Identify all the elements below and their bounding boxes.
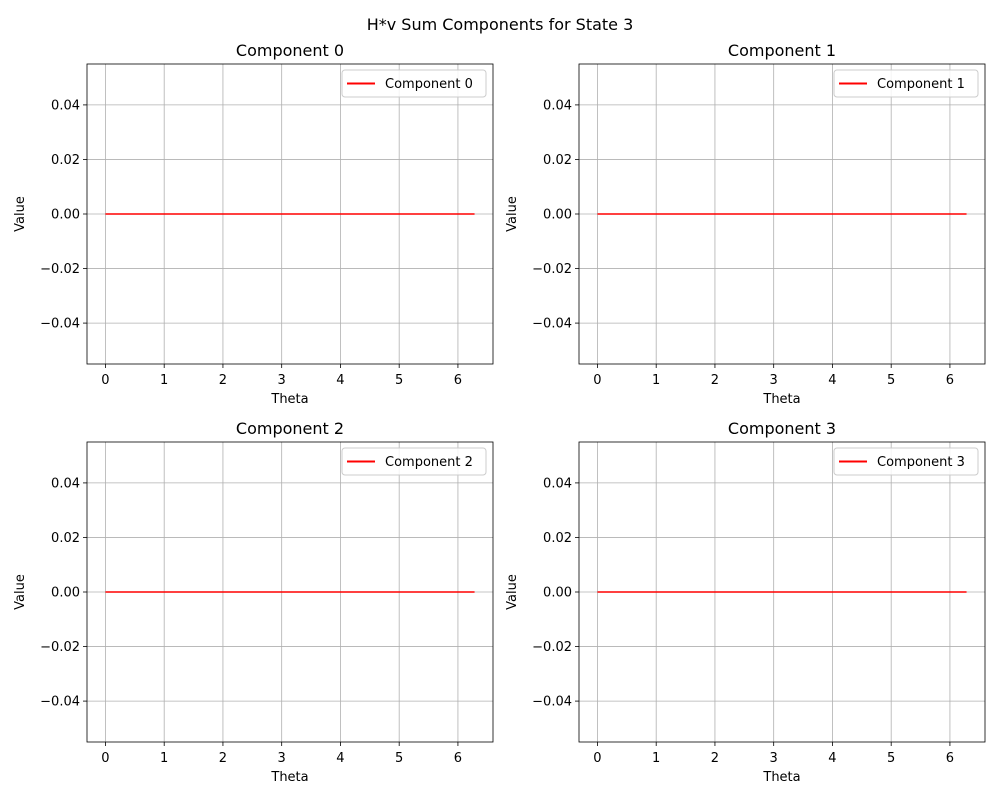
y-tick-label: 0.00 (51, 586, 80, 601)
x-tick-label: 1 (160, 373, 168, 388)
y-tick-label: −0.02 (40, 262, 80, 277)
legend-label: Component 1 (877, 77, 965, 92)
x-axis-label: Theta (270, 770, 308, 785)
y-tick-label: −0.04 (532, 317, 572, 332)
y-tick-label: 0.02 (543, 153, 572, 168)
subplot-title: Component 1 (728, 41, 836, 60)
y-tick-label: 0.02 (543, 531, 572, 546)
legend-box (833, 69, 979, 98)
x-tick-label: 2 (711, 751, 719, 766)
legend-box (341, 447, 487, 476)
y-axis-label: Value (13, 196, 28, 232)
subplot-1: 0 1 2 3 4 5 6 −0.04 −0.02 0.00 0.02 0.04 Component 1… (505, 41, 986, 407)
x-tick-label: 4 (336, 751, 344, 766)
x-axis-label: Theta (762, 770, 800, 785)
x-axis-label: Theta (270, 392, 308, 407)
x-tick-label: 1 (652, 751, 660, 766)
x-tick-label: 4 (336, 373, 344, 388)
legend: Component 1 (833, 69, 979, 98)
y-tick-label: 0.00 (543, 208, 572, 223)
x-tick-label: 5 (395, 373, 403, 388)
y-axis-label: Value (13, 574, 28, 610)
x-tick-label: 3 (770, 751, 778, 766)
x-tick-label: 5 (887, 373, 895, 388)
x-tick-label: 6 (454, 373, 462, 388)
x-tick-label: 2 (219, 373, 227, 388)
x-axis-label: Theta (762, 392, 800, 407)
y-tick-label: −0.04 (532, 695, 572, 710)
x-tick-label: 5 (887, 751, 895, 766)
subplot-2: 0 1 2 3 4 5 6 −0.04 −0.02 0.00 0.02 0.04 Component 2… (13, 419, 494, 785)
y-tick-label: 0.02 (51, 531, 80, 546)
legend-label: Component 3 (877, 455, 965, 470)
y-tick-label: 0.04 (543, 476, 572, 491)
x-tick-label: 4 (828, 373, 836, 388)
x-tick-label: 6 (946, 751, 954, 766)
x-tick-label: 0 (593, 751, 601, 766)
y-tick-label: −0.02 (532, 640, 572, 655)
x-tick-label: 6 (454, 751, 462, 766)
y-tick-label: 0.00 (51, 208, 80, 223)
figure-title: H*v Sum Components for State 3 (367, 15, 634, 34)
subplot-title: Component 3 (728, 419, 836, 438)
y-tick-label: 0.04 (51, 98, 80, 113)
x-tick-label: 2 (219, 751, 227, 766)
legend-box (341, 69, 487, 98)
legend: Component 0 (341, 69, 487, 98)
subplot-0: 0 1 2 3 4 5 6 −0.04 −0.02 0.00 0.02 0.04 Component 0… (13, 41, 494, 407)
x-tick-label: 0 (101, 751, 109, 766)
y-axis-label: Value (505, 574, 520, 610)
y-tick-label: 0.04 (543, 98, 572, 113)
y-tick-label: −0.04 (40, 317, 80, 332)
subplot-title: Component 0 (236, 41, 344, 60)
x-tick-label: 0 (593, 373, 601, 388)
legend: Component 2 (341, 447, 487, 476)
subplot-title: Component 2 (236, 419, 344, 438)
y-tick-label: −0.04 (40, 695, 80, 710)
legend-label: Component 0 (385, 77, 473, 92)
legend-label: Component 2 (385, 455, 473, 470)
x-tick-label: 0 (101, 373, 109, 388)
x-tick-label: 5 (395, 751, 403, 766)
y-tick-label: −0.02 (40, 640, 80, 655)
x-tick-label: 3 (278, 751, 286, 766)
legend: Component 3 (833, 447, 979, 476)
x-tick-label: 6 (946, 373, 954, 388)
subplot-grid: 0 1 2 3 4 5 6 −0.04 −0.02 0.00 0.02 0.04 Component 0… (13, 41, 986, 785)
x-tick-label: 1 (160, 751, 168, 766)
y-tick-label: 0.02 (51, 153, 80, 168)
x-tick-label: 2 (711, 373, 719, 388)
subplot-3: 0 1 2 3 4 5 6 −0.04 −0.02 0.00 0.02 0.04 Component 3… (505, 419, 986, 785)
y-tick-label: 0.00 (543, 586, 572, 601)
x-tick-label: 3 (770, 373, 778, 388)
y-tick-label: 0.04 (51, 476, 80, 491)
x-tick-label: 1 (652, 373, 660, 388)
x-tick-label: 4 (828, 751, 836, 766)
y-axis-label: Value (505, 196, 520, 232)
x-tick-label: 3 (278, 373, 286, 388)
y-tick-label: −0.02 (532, 262, 572, 277)
legend-box (833, 447, 979, 476)
